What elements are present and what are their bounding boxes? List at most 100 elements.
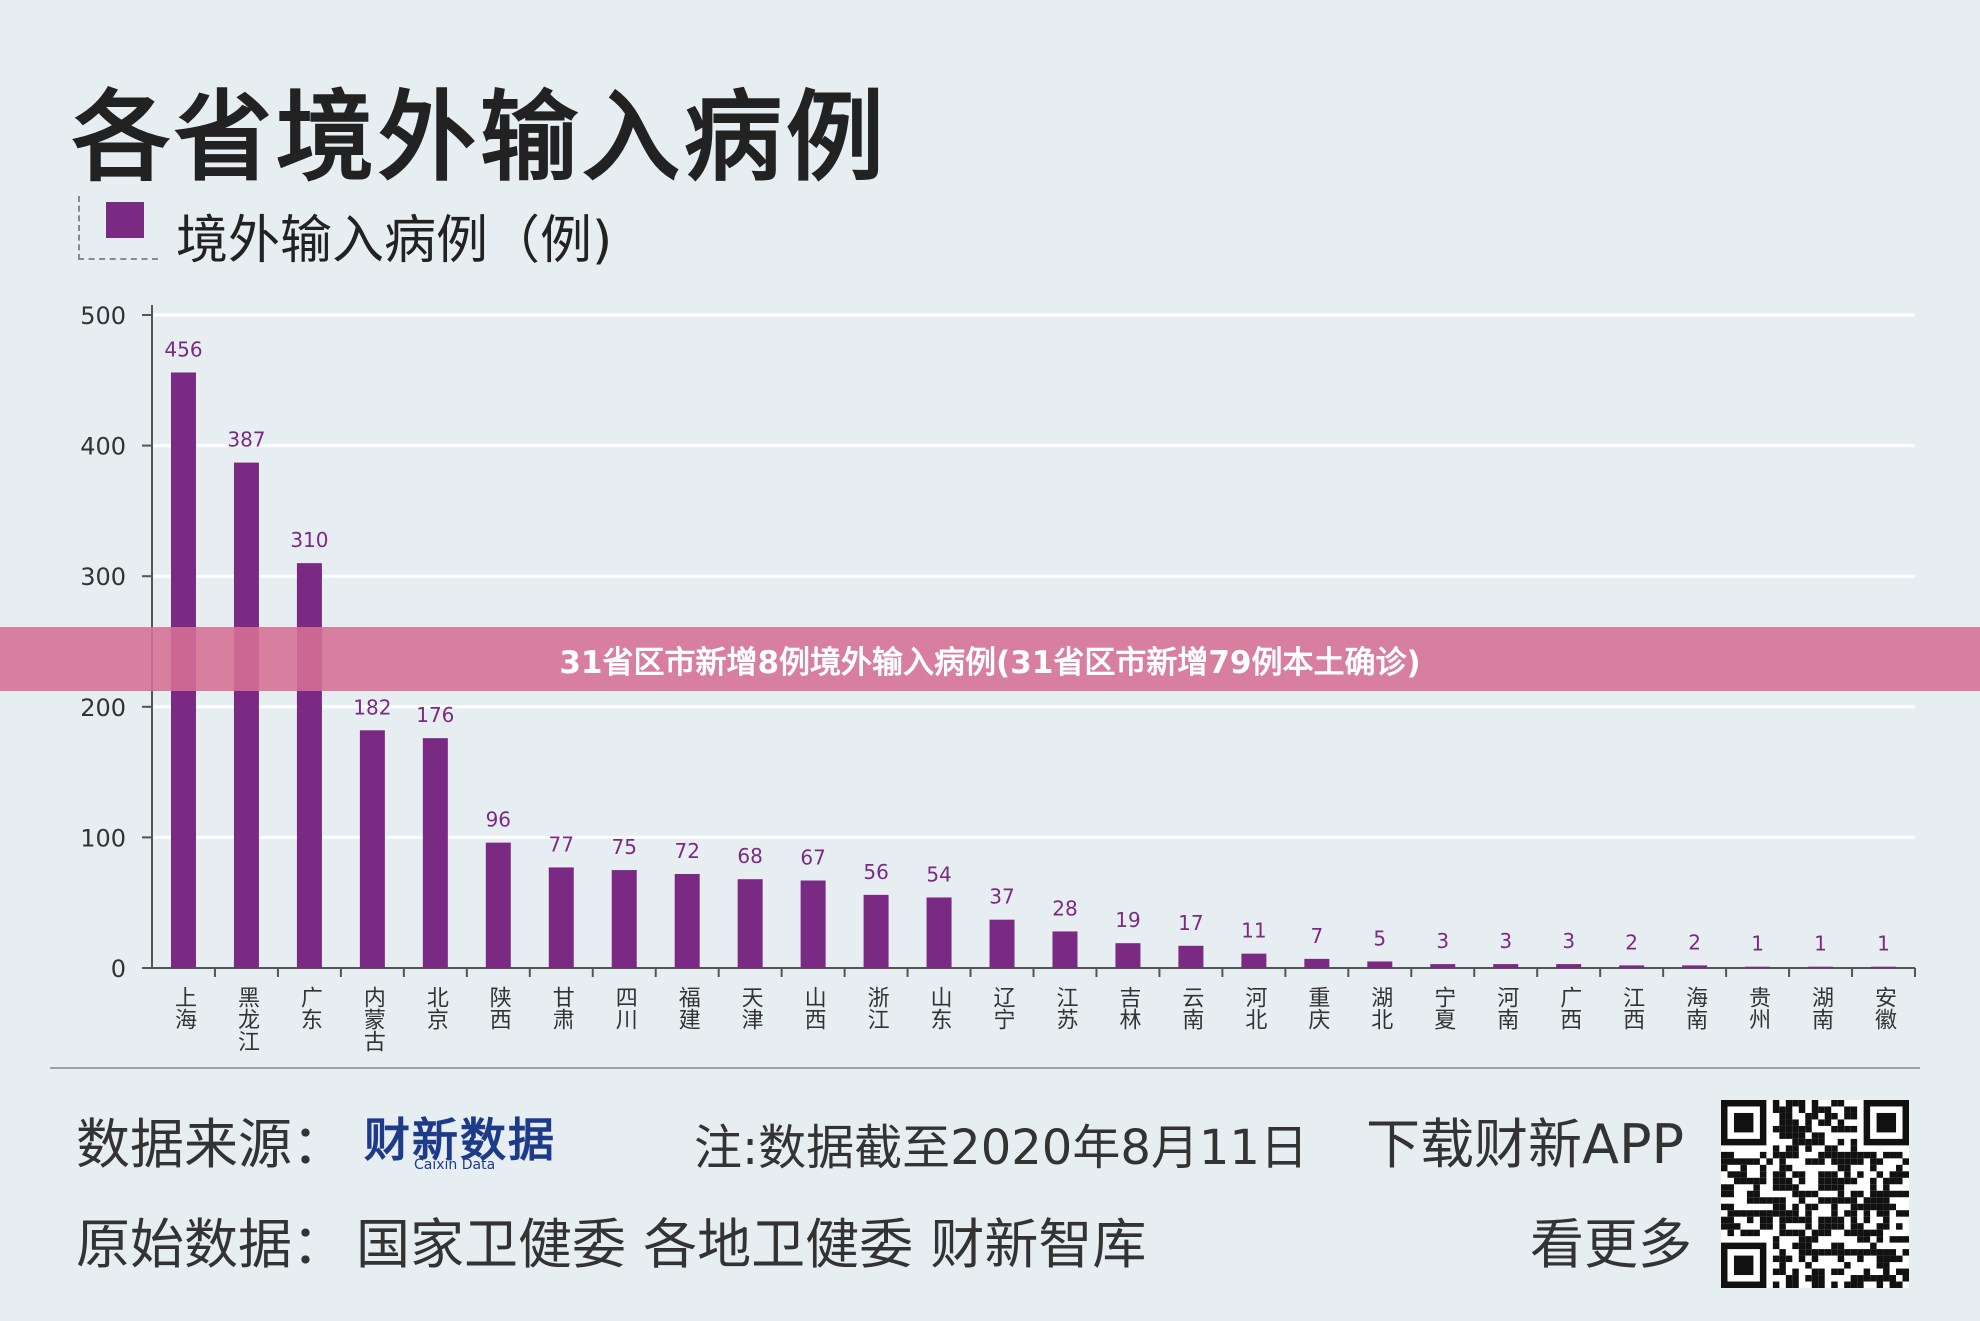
x-tick-label: 山西: [801, 986, 826, 1030]
data-label: 2: [1625, 930, 1638, 954]
bar-四川: [611, 870, 637, 968]
data-label: 5: [1373, 926, 1386, 950]
bar-江苏: [1052, 931, 1078, 968]
bar-贵州: [1745, 966, 1771, 968]
x-tick-label: 山东: [927, 986, 952, 1030]
legend: [78, 196, 158, 260]
source-label: 数据来源：: [76, 1113, 346, 1176]
data-label: 3: [1562, 929, 1575, 953]
data-label: 28: [1052, 896, 1077, 920]
date-note: 注:数据截至2020年8月11日: [694, 1120, 1308, 1176]
data-label: 3: [1499, 929, 1512, 953]
x-tick-label: 广西: [1556, 986, 1582, 1030]
bar-安徽: [1871, 966, 1897, 968]
see-more-text: 看更多: [1530, 1213, 1692, 1276]
data-label: 310: [290, 528, 328, 552]
legend-label: 境外输入病例（例): [176, 211, 613, 271]
bar-广西: [1556, 964, 1582, 968]
bar-吉林: [1115, 943, 1141, 968]
data-label: 3: [1436, 929, 1449, 953]
data-label: 54: [926, 862, 951, 886]
x-tick-label: 河南: [1493, 986, 1519, 1030]
x-tick-label: 四川: [612, 986, 638, 1030]
bar-宁夏: [1430, 964, 1456, 968]
data-label: 176: [416, 703, 454, 727]
bar-河南: [1493, 964, 1519, 968]
legend-swatch: [106, 202, 144, 238]
data-label: 68: [737, 844, 762, 868]
data-label: 456: [164, 337, 202, 361]
bar-云南: [1178, 945, 1204, 968]
bar-海南: [1682, 965, 1708, 968]
bar-广东: [296, 563, 322, 968]
x-tick-label: 贵州: [1745, 986, 1771, 1030]
x-tick-label: 内蒙古: [360, 986, 385, 1052]
data-label: 2: [1688, 930, 1701, 954]
x-tick-label: 海南: [1682, 986, 1708, 1030]
bar-福建: [674, 873, 700, 968]
x-tick-label: 宁夏: [1430, 986, 1456, 1030]
download-app-text: 下载财新APP: [1366, 1113, 1685, 1176]
x-tick-label: 云南: [1178, 986, 1203, 1030]
caixin-data-logo: 财新数据: [364, 1113, 556, 1167]
bar-山东: [926, 897, 952, 968]
data-label: 56: [863, 860, 888, 884]
caixin-data-logo-sub: Caixin Data: [414, 1157, 496, 1173]
x-tick-label: 广东: [297, 986, 323, 1030]
data-label: 77: [549, 832, 574, 856]
bar-北京: [422, 738, 448, 968]
bar-河北: [1241, 953, 1267, 968]
bar-江西: [1619, 965, 1645, 968]
data-label: 1: [1751, 932, 1764, 956]
bar-重庆: [1304, 958, 1330, 968]
x-tick-label: 吉林: [1115, 986, 1141, 1030]
x-tick-label: 江西: [1619, 986, 1645, 1030]
y-tick-label: 300: [80, 563, 126, 591]
x-tick-label: 江苏: [1052, 986, 1078, 1030]
chart-title: 各省境外输入病例: [72, 81, 889, 195]
bar-甘肃: [548, 867, 574, 968]
y-tick-label: 500: [80, 302, 126, 330]
data-label: 37: [989, 885, 1014, 909]
footer-divider: [50, 1067, 1920, 1069]
bar-辽宁: [989, 919, 1015, 968]
bar-chart: 0100200300400500456上海387黑龙江310广东182内蒙古17…: [80, 302, 1916, 1052]
qr-code-icon[interactable]: [1720, 1100, 1910, 1288]
original-data-label: 原始数据：: [76, 1213, 346, 1276]
data-label: 7: [1310, 924, 1323, 948]
bar-山西: [800, 880, 826, 968]
data-label: 17: [1178, 911, 1203, 935]
bar-湖北: [1367, 961, 1393, 968]
data-label: 387: [227, 428, 265, 452]
x-tick-label: 北京: [423, 986, 449, 1030]
x-tick-label: 上海: [171, 986, 197, 1030]
x-tick-label: 湖北: [1367, 986, 1393, 1030]
x-tick-label: 黑龙江: [234, 986, 260, 1052]
y-tick-label: 400: [80, 433, 126, 461]
bar-天津: [737, 879, 763, 968]
headline-banner[interactable]: 31省区市新增8例境外输入病例(31省区市新增79例本土确诊): [0, 627, 1980, 691]
x-tick-label: 甘肃: [549, 986, 575, 1030]
data-label: 1: [1877, 932, 1890, 956]
y-tick-label: 100: [80, 824, 126, 852]
data-label: 72: [674, 839, 699, 863]
data-label: 19: [1115, 908, 1140, 932]
data-label: 1: [1814, 932, 1827, 956]
data-label: 75: [612, 835, 637, 859]
x-tick-label: 河北: [1241, 986, 1267, 1030]
data-label: 182: [353, 695, 391, 719]
x-tick-label: 天津: [738, 986, 764, 1030]
data-label: 11: [1241, 919, 1266, 943]
original-data-sources: 国家卫健委 各地卫健委 财新智库: [356, 1213, 1147, 1276]
data-label: 67: [800, 845, 825, 869]
x-tick-label: 浙江: [864, 986, 890, 1030]
bar-湖南: [1808, 966, 1834, 968]
x-tick-label: 安徽: [1871, 986, 1897, 1030]
data-label: 96: [486, 808, 511, 832]
bar-陕西: [485, 842, 511, 968]
y-tick-label: 200: [80, 694, 126, 722]
x-tick-label: 陕西: [486, 986, 511, 1030]
x-tick-label: 福建: [675, 986, 701, 1030]
x-tick-label: 重庆: [1304, 986, 1330, 1030]
